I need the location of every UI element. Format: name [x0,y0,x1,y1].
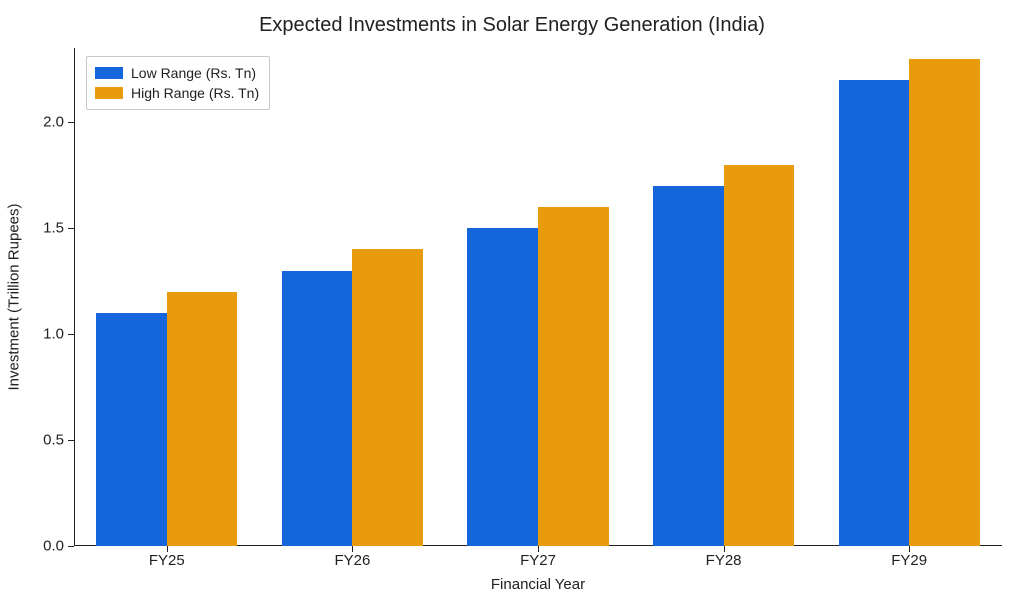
bar [839,80,910,546]
x-tick-label: FY26 [334,552,370,569]
y-axis-line [74,48,75,546]
legend-item: High Range (Rs. Tn) [95,83,259,103]
y-tick-mark [68,546,74,547]
legend: Low Range (Rs. Tn)High Range (Rs. Tn) [86,56,270,110]
bar [909,59,980,546]
y-tick-mark [68,122,74,123]
bar [467,228,538,546]
bar [96,313,167,546]
legend-swatch [95,87,123,99]
y-tick-label: 1.0 [28,326,64,343]
bar [282,271,353,546]
legend-label: Low Range (Rs. Tn) [131,63,256,83]
y-tick-label: 1.5 [28,220,64,237]
bar [724,165,795,546]
legend-swatch [95,67,123,79]
x-tick-label: FY28 [706,552,742,569]
y-tick-mark [68,334,74,335]
x-tick-label: FY29 [891,552,927,569]
y-tick-label: 2.0 [28,114,64,131]
y-tick-label: 0.5 [28,432,64,449]
legend-item: Low Range (Rs. Tn) [95,63,259,83]
y-tick-label: 0.0 [28,538,64,555]
bar [352,249,423,546]
plot-area: 0.00.51.01.52.0FY25FY26FY27FY28FY29 [74,48,1002,546]
bar [653,186,724,546]
y-tick-mark [68,440,74,441]
chart-container: Expected Investments in Solar Energy Gen… [0,0,1024,614]
x-axis-label: Financial Year [491,576,585,593]
y-axis-label: Investment (Trillion Rupees) [6,203,23,390]
x-tick-label: FY25 [149,552,185,569]
bar [167,292,238,546]
legend-label: High Range (Rs. Tn) [131,83,259,103]
y-tick-mark [68,228,74,229]
bar [538,207,609,546]
x-tick-label: FY27 [520,552,556,569]
chart-title: Expected Investments in Solar Energy Gen… [0,14,1024,37]
